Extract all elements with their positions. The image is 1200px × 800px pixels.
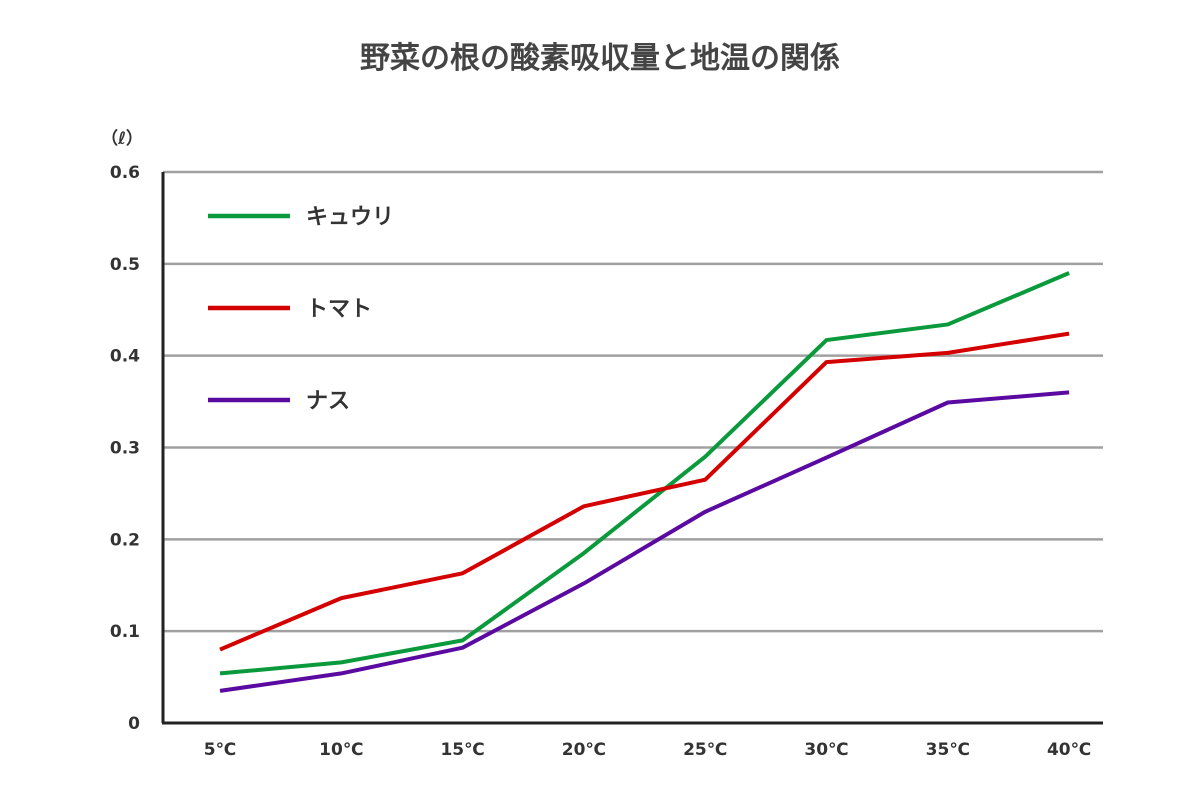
y-tick-label: 0.3 [110, 439, 140, 459]
x-tick-label: 35℃ [926, 740, 970, 760]
y-tick-label: 0.1 [110, 622, 140, 642]
y-tick-label: 0 [128, 714, 140, 734]
chart-title: 野菜の根の酸素吸収量と地温の関係 [360, 41, 840, 76]
y-tick-label: 0.5 [110, 255, 140, 275]
x-tick-label: 10℃ [319, 740, 363, 760]
x-tick-label: 20℃ [562, 740, 606, 760]
y-tick-label: 0.4 [110, 347, 140, 367]
x-tick-label: 30℃ [804, 740, 848, 760]
y-tick-label: 0.2 [110, 530, 140, 550]
x-tick-label: 40℃ [1047, 740, 1091, 760]
x-tick-label: 25℃ [683, 740, 727, 760]
legend-label: トマト [306, 297, 372, 322]
y-tick-label: 0.6 [110, 163, 140, 183]
legend-label: キュウリ [306, 205, 394, 230]
y-axis-unit: （ℓ） [101, 128, 143, 149]
legend-label: ナス [306, 389, 350, 414]
x-tick-label: 5℃ [204, 740, 236, 760]
series-line-1 [219, 331, 1070, 652]
series-line-0 [219, 271, 1070, 676]
series-line-2 [219, 390, 1070, 693]
x-tick-label: 15℃ [440, 740, 484, 760]
